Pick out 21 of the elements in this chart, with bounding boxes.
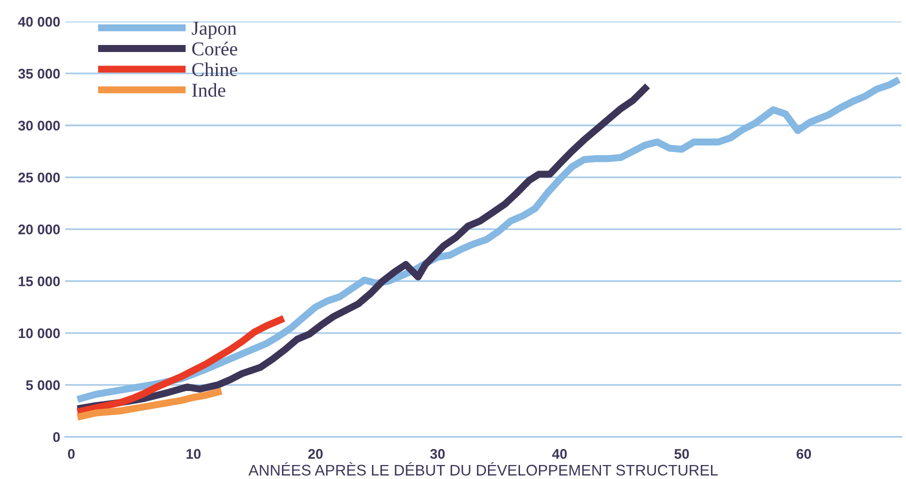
y-tick-label: 5 000 — [26, 380, 60, 390]
y-tick-label: 35 000 — [18, 68, 60, 79]
legend-label: Japon — [192, 22, 236, 39]
x-tick-label: 60 — [796, 449, 811, 459]
x-axis-title: ANNÉES APRÈS LE DÉBUT DU DÉVELOPPEMENT STRUCTUREL — [248, 462, 718, 476]
y-tick-label: 10 000 — [18, 328, 60, 338]
y-tick-label: 20 000 — [18, 224, 60, 234]
x-tick-label: 0 — [68, 449, 75, 459]
y-tick-label: 0 — [53, 432, 60, 442]
x-tick-label: 40 — [552, 449, 567, 459]
y-tick-label: 15 000 — [18, 276, 60, 286]
x-tick-label: 20 — [308, 449, 323, 459]
legend-label: Corée — [192, 42, 238, 56]
x-tick-label: 10 — [186, 449, 201, 459]
x-tick-label: 50 — [674, 449, 689, 459]
y-tick-label: 40 000 — [18, 16, 60, 27]
y-tick-label: 25 000 — [18, 172, 60, 182]
legend-label: Inde — [192, 83, 226, 97]
y-tick-label: 30 000 — [18, 120, 60, 131]
legend-label: Chine — [192, 62, 238, 76]
x-tick-label: 30 — [430, 449, 445, 459]
